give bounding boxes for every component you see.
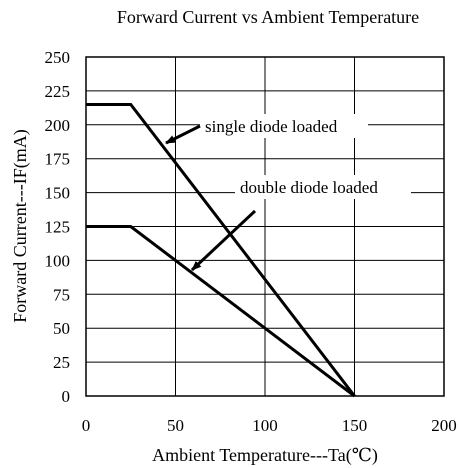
series-line-1	[86, 225, 356, 398]
y-tick-label-8: 200	[45, 116, 71, 135]
x-tick-label-3: 150	[342, 416, 368, 435]
label-double-diode: double diode loaded	[240, 178, 378, 197]
x-tick-labels: 0 50 100 150 200	[82, 416, 457, 435]
y-tick-labels: 0 25 50 75 100 125 150 175 200 225 250	[45, 48, 71, 406]
y-tick-label-2: 50	[53, 319, 70, 338]
y-tick-label-5: 125	[45, 218, 71, 237]
x-axis-label: Ambient Temperature---Ta(℃)	[152, 445, 378, 466]
y-tick-label-9: 225	[45, 82, 71, 101]
y-tick-label-6: 150	[45, 184, 71, 203]
series-line-0	[86, 102, 356, 397]
arrow-double-diode	[190, 209, 257, 272]
label-bg-double	[235, 175, 411, 199]
y-tick-label-7: 175	[45, 150, 71, 169]
x-tick-label-1: 50	[167, 416, 184, 435]
series	[86, 102, 356, 398]
y-axis-label: Forward Current---IF(mA)	[10, 129, 31, 322]
grid	[86, 57, 444, 396]
x-tick-label-2: 100	[252, 416, 278, 435]
x-tick-label-4: 200	[431, 416, 457, 435]
arrow-single-diode	[165, 124, 201, 145]
y-tick-label-4: 100	[45, 251, 71, 270]
y-tick-label-3: 75	[53, 285, 70, 304]
chart-title: Forward Current vs Ambient Temperature	[117, 7, 419, 27]
y-tick-label-0: 0	[62, 387, 71, 406]
y-tick-label-1: 25	[53, 353, 70, 372]
label-single-diode: single diode loaded	[205, 117, 338, 136]
y-tick-label-10: 250	[45, 48, 71, 67]
x-tick-label-0: 0	[82, 416, 91, 435]
label-bg-single	[200, 114, 368, 138]
